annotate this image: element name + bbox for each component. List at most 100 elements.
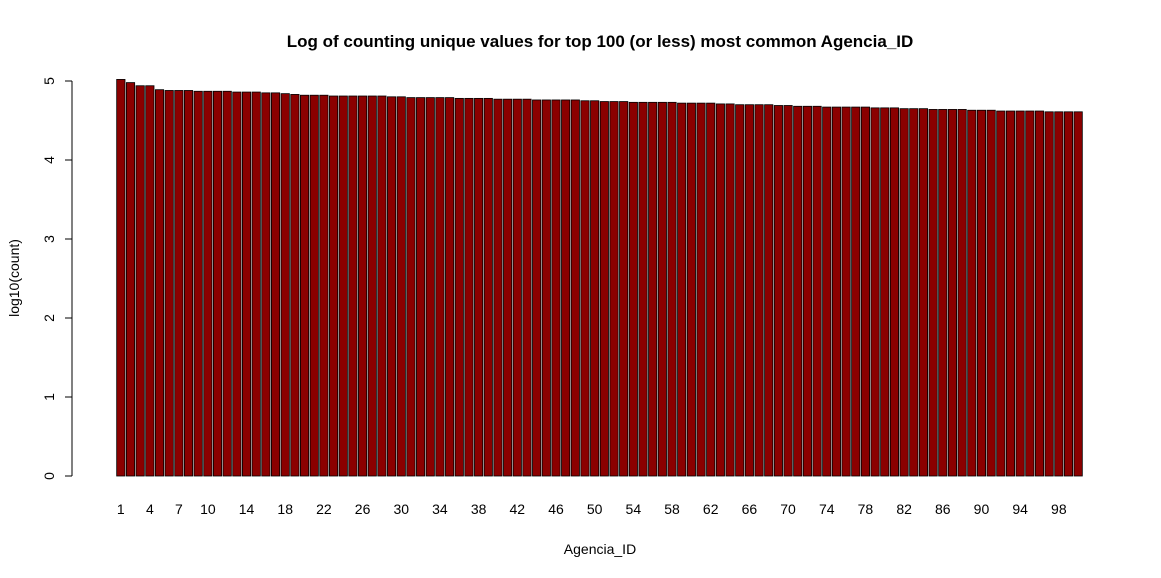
x-tick-label: 98 xyxy=(1051,501,1067,517)
bar-94 xyxy=(1015,110,1025,477)
bar-69 xyxy=(773,105,783,477)
x-tick-label: 94 xyxy=(1012,501,1028,517)
bar-17 xyxy=(270,92,281,477)
bar-96 xyxy=(1034,110,1045,477)
x-tick-label: 70 xyxy=(780,501,796,517)
bar-79 xyxy=(870,107,880,477)
x-tick-label: 66 xyxy=(742,501,758,517)
bar-43 xyxy=(522,98,532,477)
bar-89 xyxy=(967,109,977,477)
bar-18 xyxy=(280,93,290,477)
bar-53 xyxy=(619,101,629,477)
bar-47 xyxy=(561,99,571,477)
bar-58 xyxy=(667,101,677,477)
bar-4 xyxy=(145,85,155,477)
x-tick-label: 30 xyxy=(393,501,409,517)
bars xyxy=(116,79,1083,477)
bar-19 xyxy=(290,94,300,477)
bar-73 xyxy=(812,105,822,477)
bar-98 xyxy=(1054,111,1064,477)
bar-59 xyxy=(677,102,687,477)
bar-49 xyxy=(580,100,590,477)
bar-76 xyxy=(841,106,851,477)
bar-44 xyxy=(532,99,542,477)
chart-title: Log of counting unique values for top 10… xyxy=(287,32,914,51)
y-tick-label: 4 xyxy=(41,156,57,164)
bar-100 xyxy=(1073,111,1083,477)
bar-56 xyxy=(648,101,658,477)
x-tick-label: 54 xyxy=(626,501,642,517)
x-tick-label: 42 xyxy=(510,501,526,517)
bar-40 xyxy=(493,98,503,477)
y-tick-label: 2 xyxy=(41,314,57,322)
x-tick-label: 46 xyxy=(548,501,564,517)
bar-3 xyxy=(135,85,145,477)
bar-13 xyxy=(232,91,242,477)
x-tick-label: 22 xyxy=(316,501,332,517)
bar-33 xyxy=(425,97,435,477)
x-tick-labels: 1 4 7 10 14 18 22 26 30 34 38 42 46 50 54 58 62 66 70 74 78 8… xyxy=(117,501,1067,517)
x-tick-label: 18 xyxy=(277,501,293,517)
x-tick-label: 82 xyxy=(896,501,912,517)
x-tick-label: 26 xyxy=(355,501,371,517)
y-tick-label: 3 xyxy=(41,235,57,243)
x-tick-label: 86 xyxy=(935,501,951,517)
bar-68 xyxy=(764,104,774,477)
y-axis-label: log10(count) xyxy=(6,239,22,317)
bar-38 xyxy=(474,97,484,477)
bar-35 xyxy=(445,97,455,477)
bar-93 xyxy=(1005,110,1016,477)
bar-36 xyxy=(454,97,464,477)
bar-39 xyxy=(483,97,493,477)
bar-54 xyxy=(628,101,638,477)
x-tick-label: 4 xyxy=(146,501,154,517)
bar-8 xyxy=(183,90,194,477)
bar-57 xyxy=(657,101,667,477)
bar-20 xyxy=(300,94,310,477)
bar-92 xyxy=(996,110,1006,477)
bar-74 xyxy=(822,106,832,477)
bar-27 xyxy=(367,95,377,477)
x-tick-label: 50 xyxy=(587,501,603,517)
bar-30 xyxy=(396,96,406,477)
bar-83 xyxy=(909,108,919,477)
x-tick-label: 90 xyxy=(974,501,990,517)
bar-37 xyxy=(464,97,474,477)
bar-22 xyxy=(319,94,329,477)
bar-70 xyxy=(783,105,793,477)
bar-24 xyxy=(338,95,348,477)
x-axis-label: Agencia_ID xyxy=(564,541,636,557)
bar-67 xyxy=(754,104,764,477)
bar-10 xyxy=(203,90,213,477)
bar-45 xyxy=(541,99,551,477)
bar-64 xyxy=(725,103,735,477)
bar-84 xyxy=(918,108,929,477)
bar-29 xyxy=(387,96,397,477)
bar-72 xyxy=(802,105,812,477)
bar-55 xyxy=(638,101,648,477)
bar-51 xyxy=(599,101,609,477)
bar-23 xyxy=(329,95,339,477)
bar-21 xyxy=(309,94,319,477)
bar-26 xyxy=(358,95,368,477)
x-tick-label: 34 xyxy=(432,501,448,517)
bar-52 xyxy=(609,101,619,477)
bar-88 xyxy=(957,109,967,477)
bar-12 xyxy=(222,90,232,477)
bar-71 xyxy=(793,105,803,477)
x-tick-label: 7 xyxy=(175,501,183,517)
y-tick-label: 0 xyxy=(41,472,57,480)
bar-16 xyxy=(261,92,271,477)
bar-15 xyxy=(251,91,261,477)
bar-86 xyxy=(938,109,948,477)
bar-46 xyxy=(551,99,561,477)
bar-41 xyxy=(503,98,513,477)
bar-63 xyxy=(715,103,725,477)
bar-48 xyxy=(570,99,580,477)
bar-75 xyxy=(831,106,841,477)
x-tick-label: 74 xyxy=(819,501,835,517)
x-tick-label: 62 xyxy=(703,501,719,517)
x-tick-label: 78 xyxy=(858,501,874,517)
y-axis: 0 1 2 3 4 5 xyxy=(41,77,73,480)
